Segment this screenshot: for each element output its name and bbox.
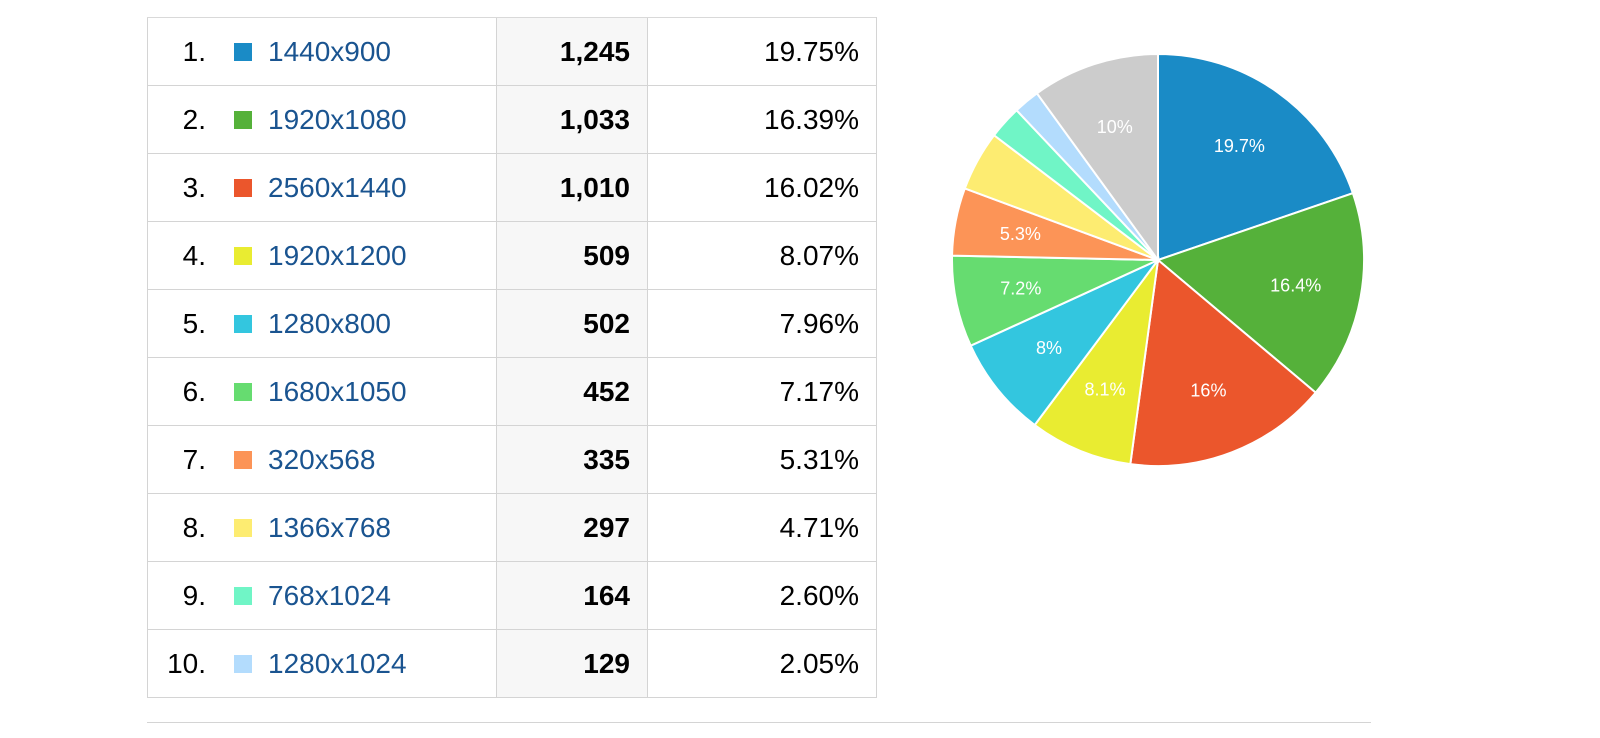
dimension-cell: 8. 1366x768 <box>147 493 497 562</box>
row-rank: 7. <box>182 443 206 475</box>
color-swatch-icon <box>234 586 252 605</box>
sessions-cell: 509 <box>496 221 648 290</box>
sessions-cell: 1,010 <box>496 153 648 222</box>
color-swatch-icon <box>234 42 252 61</box>
pie-slice <box>1129 258 1318 467</box>
pie-slice <box>1033 256 1160 466</box>
pie-slice-label: 19.7% <box>1214 136 1265 156</box>
dimension-cell: 5. 1280x800 <box>147 289 497 358</box>
pie-slice-label: 8.1% <box>1084 380 1125 400</box>
pie-slice <box>1035 52 1159 264</box>
dimension-cell: 3. 2560x1440 <box>147 153 497 222</box>
resolution-link[interactable]: 1280x1024 <box>268 647 407 679</box>
row-rank: 1. <box>182 35 206 67</box>
table-row: 9. 768x1024 164 2.60% <box>147 561 877 630</box>
dimension-cell: 2. 1920x1080 <box>147 85 497 154</box>
color-swatch-icon <box>234 518 252 537</box>
resolution-link[interactable]: 1440x900 <box>268 35 392 67</box>
percent-cell: 2.60% <box>647 561 877 630</box>
color-swatch-icon <box>234 450 252 469</box>
color-swatch-icon <box>234 110 252 129</box>
sessions-cell: 129 <box>496 629 648 698</box>
percent-cell: 7.96% <box>647 289 877 358</box>
percent-cell: 16.39% <box>647 85 877 154</box>
row-rank: 10. <box>167 647 206 679</box>
pie-slice-label: 7.2% <box>1000 278 1041 298</box>
dimension-cell: 1. 1440x900 <box>147 17 497 86</box>
row-rank: 9. <box>182 579 206 611</box>
row-rank: 8. <box>182 511 206 543</box>
table-row: 10. 1280x1024 129 2.05% <box>147 629 877 698</box>
sessions-cell: 452 <box>496 357 648 426</box>
color-swatch-icon <box>234 178 252 197</box>
row-rank: 4. <box>182 239 206 271</box>
sessions-cell: 502 <box>496 289 648 358</box>
table-row: 1. 1440x900 1,245 19.75% <box>147 17 877 86</box>
resolution-link[interactable]: 1366x768 <box>268 511 392 543</box>
table-bottom-divider <box>147 722 1371 723</box>
resolution-link[interactable]: 768x1024 <box>268 579 392 611</box>
sessions-cell: 164 <box>496 561 648 630</box>
percent-cell: 7.17% <box>647 357 877 426</box>
row-rank: 3. <box>182 171 206 203</box>
dimension-cell: 7. 320x568 <box>147 425 497 494</box>
row-rank: 2. <box>182 103 206 135</box>
resolution-link[interactable]: 1280x800 <box>268 307 392 339</box>
table-row: 6. 1680x1050 452 7.17% <box>147 357 877 426</box>
dimension-cell: 10. 1280x1024 <box>147 629 497 698</box>
percent-cell: 5.31% <box>647 425 877 494</box>
row-rank: 6. <box>182 375 206 407</box>
color-swatch-icon <box>234 314 252 333</box>
resolution-link[interactable]: 320x568 <box>268 443 376 475</box>
resolution-link[interactable]: 1920x1200 <box>268 239 407 271</box>
table-row: 5. 1280x800 502 7.96% <box>147 289 877 358</box>
row-rank: 5. <box>182 307 206 339</box>
resolution-link[interactable]: 2560x1440 <box>268 171 407 203</box>
resolution-table: 1. 1440x900 1,245 19.75% 2. 1920x1080 1,033 16.… <box>147 17 877 698</box>
percent-cell: 19.75% <box>647 17 877 86</box>
color-swatch-icon <box>234 382 252 401</box>
pie-slice-label: 16% <box>1190 381 1226 401</box>
percent-cell: 2.05% <box>647 629 877 698</box>
sessions-cell: 1,033 <box>496 85 648 154</box>
resolution-link[interactable]: 1680x1050 <box>268 375 407 407</box>
pie-slice <box>1156 191 1365 395</box>
dimension-cell: 6. 1680x1050 <box>147 357 497 426</box>
pie-slice <box>1157 52 1355 262</box>
sessions-cell: 297 <box>496 493 648 562</box>
percent-cell: 16.02% <box>647 153 877 222</box>
pie-slice-label: 8% <box>1036 338 1062 358</box>
sessions-cell: 335 <box>496 425 648 494</box>
resolution-link[interactable]: 1920x1080 <box>268 103 407 135</box>
table-row: 7. 320x568 335 5.31% <box>147 425 877 494</box>
table-body: 1. 1440x900 1,245 19.75% 2. 1920x1080 1,033 16.… <box>147 17 877 698</box>
table-row: 3. 2560x1440 1,010 16.02% <box>147 153 877 222</box>
pie-slice-label: 5.3% <box>1000 224 1041 244</box>
table-row: 2. 1920x1080 1,033 16.39% <box>147 85 877 154</box>
pie-slice-label: 16.4% <box>1270 276 1321 296</box>
color-swatch-icon <box>234 654 252 673</box>
pie-slice-label: 10% <box>1097 117 1133 137</box>
percent-cell: 8.07% <box>647 221 877 290</box>
dimension-cell: 9. 768x1024 <box>147 561 497 630</box>
pie-slice <box>969 259 1159 427</box>
color-swatch-icon <box>234 246 252 265</box>
